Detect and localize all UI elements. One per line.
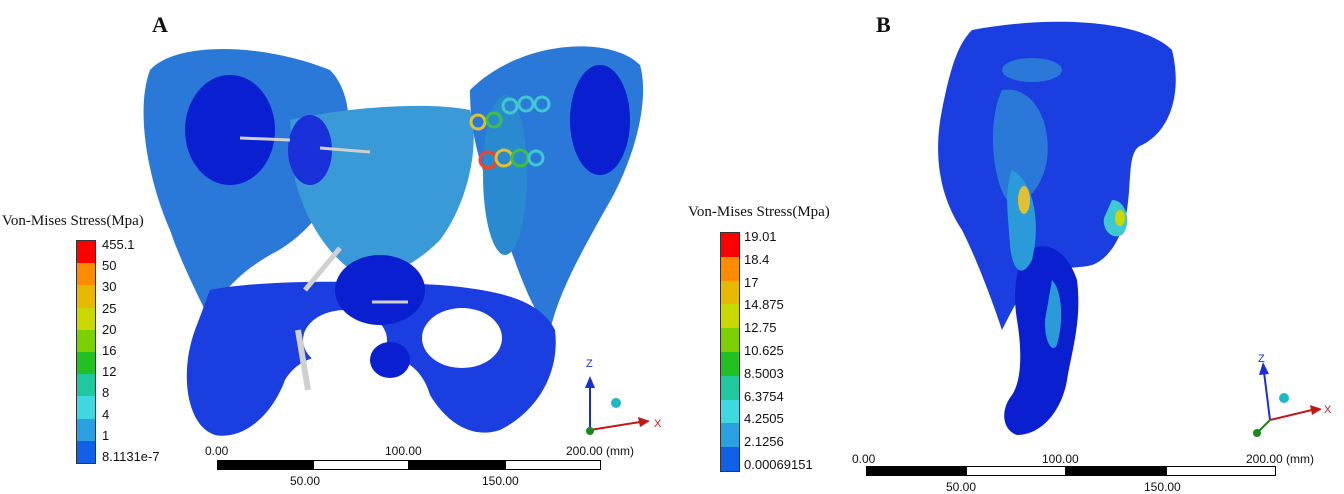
colorbar-swatch <box>77 307 95 330</box>
scale-tick: 50.00 <box>290 474 321 488</box>
colorbar-label: 18.4 <box>744 251 770 267</box>
colorbar-swatch <box>721 328 739 352</box>
colorbar-label: 4.2505 <box>744 411 784 427</box>
left-obturator <box>303 310 387 370</box>
colorbar-swatch <box>77 351 95 375</box>
colorbar-label: 4 <box>102 406 110 422</box>
colorbar-swatch <box>77 396 95 419</box>
colorbar-label: 12.75 <box>744 320 777 336</box>
posterior-column <box>1004 246 1079 435</box>
panel-a-label: A <box>152 12 168 37</box>
x-axis-label-a: X <box>654 418 662 430</box>
scale-tick: 150.00 <box>482 474 519 488</box>
colorbar-label: 25 <box>102 300 117 316</box>
colorbar-label: 2.1256 <box>744 434 784 450</box>
colorbar-label: 6.3754 <box>744 388 784 404</box>
plate-lower <box>478 148 545 170</box>
colorbar-swatch <box>721 351 739 376</box>
axis-triad-b: Z X <box>1253 353 1332 437</box>
plate-upper <box>469 95 551 131</box>
scale-tick: 150.00 <box>1144 480 1181 494</box>
right-obturator <box>422 308 502 368</box>
colorbar-b <box>720 232 740 472</box>
colorbar-swatch <box>77 263 95 286</box>
panel-b-label: B <box>876 12 891 37</box>
colorbar-a <box>76 240 96 464</box>
pelvis-model <box>143 46 644 436</box>
colorbar-label: 8.1131e-7 <box>102 449 160 464</box>
colorbar-label: 17 <box>744 274 759 290</box>
scale-tick: 100.00 <box>1042 452 1079 466</box>
colorbar-swatch <box>77 241 95 264</box>
colorbar-label: 19.01 <box>744 229 777 244</box>
scale-tick: 0.00 <box>852 452 876 466</box>
colorbar-label: 12 <box>102 364 117 380</box>
legend-title-b: Von-Mises Stress(Mpa) <box>688 204 830 220</box>
scale-tick: 200.00 (mm) <box>566 444 635 458</box>
colorbar-label: 30 <box>102 279 117 295</box>
colorbar-swatch <box>721 423 739 448</box>
colorbar-label: 14.875 <box>744 297 784 313</box>
colorbar-label: 16 <box>102 343 117 358</box>
hemipelvis-model <box>938 21 1176 435</box>
colorbar-labels-b: 19.01 18.4 17 14.875 12.75 10.625 8.5003 6.3754… <box>744 230 844 472</box>
x-axis-label-b: X <box>1324 404 1332 416</box>
colorbar-swatch <box>77 329 95 352</box>
z-axis-label-b: Z <box>1258 353 1265 365</box>
legend-title-a: Von-Mises Stress(Mpa) <box>2 213 144 229</box>
scale-tick: 100.00 <box>385 444 422 458</box>
colorbar-swatch <box>721 280 739 305</box>
colorbar-swatch <box>721 304 739 329</box>
colorbar-swatch <box>721 233 739 257</box>
colorbar-label: 1 <box>102 427 110 443</box>
scale-tick: 50.00 <box>946 480 977 494</box>
colorbar-swatch <box>77 285 95 308</box>
axis-triad-a: Z X <box>585 358 662 435</box>
panel-a: A <box>0 0 672 493</box>
colorbar-label: 455.1 <box>102 237 135 252</box>
panel-b: B Von-Mises Stress(Mpa) 19.01 18.4 17 14.87… <box>672 0 1344 494</box>
colorbar-label: 50 <box>102 258 117 274</box>
colorbar-swatch <box>721 447 739 471</box>
iliac-blade <box>938 21 1176 330</box>
scale-tick: 0.00 <box>205 444 229 458</box>
colorbar-label: 0.00069151 <box>744 457 813 472</box>
colorbar-label: 10.625 <box>744 343 784 358</box>
colorbar-swatch <box>721 375 739 400</box>
z-axis-label-a: Z <box>586 358 593 370</box>
colorbar-labels-a: 455.1 50 30 25 20 16 12 8 4 1 8.1131e-7 <box>102 238 182 464</box>
colorbar-swatch <box>77 440 95 463</box>
colorbar-swatch <box>77 374 95 397</box>
colorbar-label: 8 <box>102 385 110 401</box>
colorbar-swatch <box>721 399 739 424</box>
colorbar-swatch <box>721 256 739 281</box>
scale-tick: 200.00 (mm) <box>1246 452 1315 466</box>
colorbar-label: 8.5003 <box>744 365 784 381</box>
colorbar-label: 20 <box>102 321 117 337</box>
colorbar-swatch <box>77 418 95 441</box>
